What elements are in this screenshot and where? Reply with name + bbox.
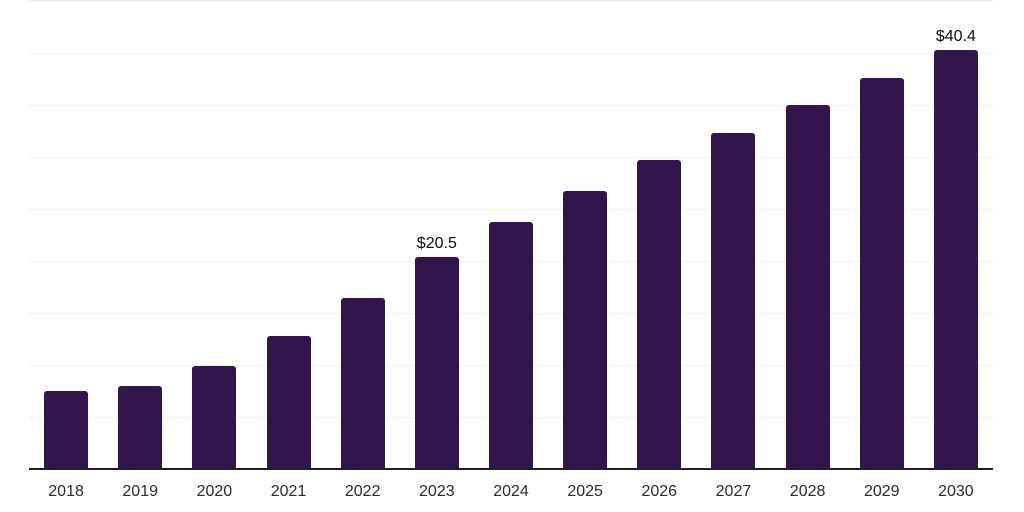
- bar-value-label: $20.5: [416, 235, 457, 252]
- bar: [563, 191, 608, 470]
- x-tick-label: 2027: [715, 483, 752, 500]
- bar-slot: [103, 0, 177, 470]
- x-tick-label: 2019: [122, 483, 158, 500]
- x-axis-line: [29, 468, 993, 470]
- bar: [859, 78, 904, 470]
- bar-slot: [177, 0, 251, 470]
- bar: [340, 298, 385, 470]
- bar: [118, 386, 163, 470]
- plot-area: $20.5 $40.4: [29, 0, 993, 470]
- x-tick-label: 2021: [270, 483, 307, 500]
- bar-slot: [474, 0, 548, 470]
- bar-slot: $20.5: [400, 0, 474, 470]
- bar: [933, 50, 978, 470]
- bar-slot: [845, 0, 919, 470]
- x-tick-label: 2029: [863, 483, 900, 500]
- gridline: [29, 157, 993, 158]
- bar: [266, 336, 311, 470]
- gridline: [29, 0, 993, 2]
- x-tick-label: 2028: [789, 483, 826, 500]
- bar: [44, 391, 89, 470]
- bar: [192, 366, 237, 470]
- gridline: [29, 105, 993, 106]
- bar-slot: $40.4: [919, 0, 993, 470]
- bar: [414, 257, 459, 470]
- bar: [488, 222, 533, 470]
- bar-slot: [622, 0, 696, 470]
- x-tick-label: 2023: [419, 483, 455, 500]
- gridline: [29, 53, 993, 54]
- gridline: [29, 209, 993, 210]
- x-tick-label: 2024: [493, 483, 529, 500]
- bar-slot: [326, 0, 400, 470]
- bar-slot: [696, 0, 770, 470]
- bar-slot: [771, 0, 845, 470]
- bar-value-label: $40.4: [935, 28, 976, 45]
- x-tick-label: 2018: [48, 483, 84, 500]
- x-tick-label: 2030: [938, 483, 974, 500]
- x-tick-label: 2020: [196, 483, 233, 500]
- x-tick-label: 2025: [567, 483, 603, 500]
- bar-slot: [251, 0, 325, 470]
- bar-slot: [29, 0, 103, 470]
- bar: [711, 133, 756, 470]
- bar-slot: [548, 0, 622, 470]
- bar: [785, 105, 830, 470]
- x-tick-label: 2022: [344, 483, 381, 500]
- x-tick-label: 2026: [641, 483, 678, 500]
- bar: [637, 160, 682, 470]
